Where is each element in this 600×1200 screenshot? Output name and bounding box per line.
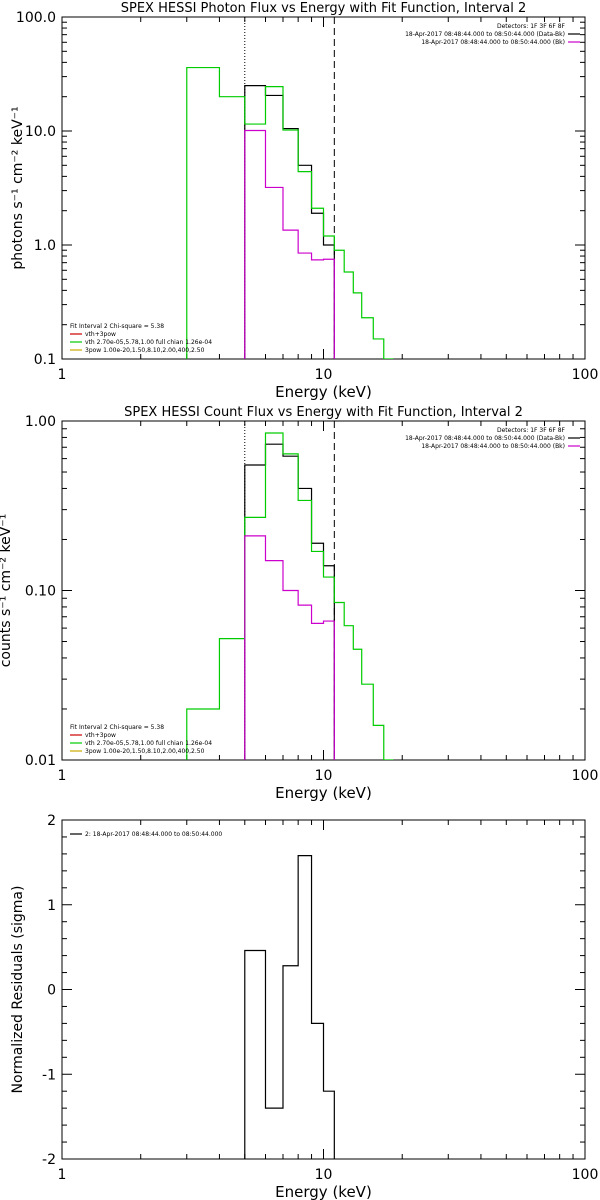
- series-line-2: [186, 432, 394, 760]
- x-tick-label: 100: [572, 768, 599, 784]
- legend-right-entry: 18-Apr-2017 08:48:44.000 to 08:50:44.000…: [405, 31, 565, 38]
- series-line-1: [244, 443, 335, 760]
- legend-right-entry: Detectors: 1F 3F 6F 8F: [497, 427, 566, 434]
- legend-left-entry: 3pow 1.00e-20,1.50,8.10,2.00,400,2.50: [85, 748, 205, 755]
- legend-left-entry: vth 2.70e-05,5.78,1.00 full chian 1.26e-…: [85, 740, 212, 747]
- chart-title: SPEX HESSI Count Flux vs Energy with Fit…: [124, 405, 523, 420]
- y-tick-label: -2: [42, 1152, 56, 1168]
- plot-frame: [61, 819, 586, 1160]
- x-tick-label: 10: [315, 768, 333, 784]
- x-tick-label: 100: [572, 367, 599, 383]
- legend-left-entry: vth 2.70e-05,5.78,1.00 full chian 1.26e-…: [85, 339, 212, 346]
- series-line-2: [186, 66, 394, 359]
- y-tick-label: 10.0: [25, 124, 56, 140]
- legend-right-entry: 18-Apr-2017 08:48:44.000 to 08:50:44.000…: [405, 435, 565, 442]
- y-axis-label: photons s⁻¹ cm⁻² keV⁻¹: [10, 106, 26, 269]
- data-layer: [186, 432, 394, 760]
- x-tick-label: 1: [58, 367, 67, 383]
- y-tick-label: 1: [47, 898, 56, 914]
- data-layer: [186, 66, 394, 359]
- x-tick-label: 10: [315, 367, 333, 383]
- series-line-1: [244, 854, 335, 1159]
- y-tick-label: 0.01: [25, 753, 56, 769]
- y-tick-label: 1.0: [34, 238, 56, 254]
- legend-left-entry: vth+3pow: [85, 331, 116, 338]
- y-tick-label: 2: [47, 813, 56, 829]
- data-layer: [244, 854, 335, 1159]
- chart-panel-2: 1 10 100 0.01 0.10 1.00 SPEX HESSI Count Flux …: [0, 405, 598, 802]
- y-tick-label: 0: [47, 983, 56, 999]
- legend-left-entry: 3pow 1.00e-20,1.50,8.10,2.00,400,2.50: [85, 347, 205, 354]
- x-tick-label: 1: [58, 1167, 67, 1183]
- legend-left-entry: 2: 18-Apr-2017 08:48:44.000 to 08:50:44.…: [85, 831, 222, 838]
- y-axis-label: Normalized Residuals (sigma): [10, 886, 26, 1094]
- y-tick-label: 0.1: [34, 352, 56, 368]
- chart-panel-1: 1 10 100 0.1 1.0 10.0 100.0 SPEX HESSI Photon F…: [10, 1, 598, 401]
- plot-frame: [61, 420, 586, 761]
- y-tick-label: 0.10: [25, 584, 56, 600]
- y-axis-label: counts s⁻¹ cm⁻² keV⁻¹: [0, 514, 14, 668]
- legend-right-entry: 18-Apr-2017 08:48:44.000 to 08:50:44.000…: [421, 39, 565, 46]
- x-axis-label: Energy (keV): [275, 1183, 372, 1200]
- y-tick-label: 100.0: [16, 10, 56, 26]
- y-tick-label: -1: [42, 1067, 56, 1083]
- plot-frame: [61, 16, 586, 360]
- y-tick-label: 1.00: [25, 414, 56, 430]
- series-line-3: [244, 129, 335, 359]
- x-tick-label: 10: [315, 1167, 333, 1183]
- legend-right-entry: Detectors: 1F 3F 6F 8F: [497, 23, 566, 30]
- chart-panel-3: 1 10 100 -2 -1 0 1 2 Energy (keV) Normalized Resi…: [10, 813, 598, 1200]
- legend-left-entry: Fit Interval 2 Chi-square = 5.38: [70, 323, 164, 330]
- legend-right-entry: 18-Apr-2017 08:48:44.000 to 08:50:44.000…: [421, 443, 565, 450]
- legend-left-entry: Fit Interval 2 Chi-square = 5.38: [70, 724, 164, 731]
- x-tick-label: 100: [572, 1167, 599, 1183]
- x-axis-label: Energy (keV): [275, 383, 372, 401]
- series-line-3: [244, 535, 335, 760]
- legend-left-entry: vth+3pow: [85, 732, 116, 739]
- x-axis-label: Energy (keV): [275, 784, 372, 802]
- x-tick-label: 1: [58, 768, 67, 784]
- series-line-1: [244, 85, 335, 359]
- chart-title: SPEX HESSI Photon Flux vs Energy with Fi…: [121, 1, 527, 16]
